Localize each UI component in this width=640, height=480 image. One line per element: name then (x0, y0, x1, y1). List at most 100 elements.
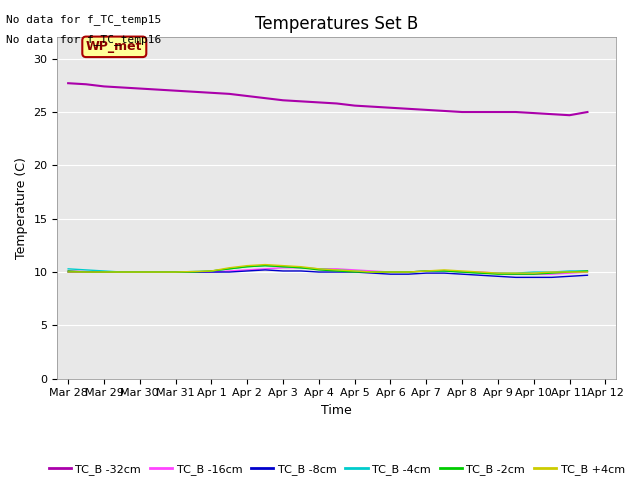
TC_B -16cm (100, 269, 108, 275)
TC_B -32cm (82, 82, 90, 87)
TC_B -16cm (136, 269, 143, 275)
TC_B -16cm (369, 268, 376, 274)
TC_B +4cm (82, 269, 90, 275)
TC_B -4cm (530, 269, 538, 275)
TC_B -2cm (351, 269, 358, 275)
TC_B -16cm (333, 266, 340, 272)
TC_B +4cm (333, 267, 340, 273)
TC_B -4cm (548, 269, 556, 275)
TC_B -4cm (440, 268, 448, 274)
TC_B -2cm (136, 269, 143, 275)
TC_B -16cm (512, 271, 520, 277)
TC_B +4cm (189, 269, 197, 275)
TC_B -32cm (404, 106, 412, 112)
TC_B +4cm (566, 269, 573, 275)
TC_B -2cm (261, 263, 269, 268)
Line: TC_B -8cm: TC_B -8cm (68, 270, 588, 277)
TC_B -2cm (387, 269, 394, 275)
TC_B -2cm (440, 268, 448, 274)
TC_B -32cm (207, 90, 215, 96)
TC_B -8cm (422, 270, 430, 276)
TC_B -16cm (315, 266, 323, 272)
TC_B +4cm (369, 269, 376, 275)
TC_B +4cm (476, 269, 484, 275)
TC_B +4cm (297, 264, 305, 270)
TC_B -8cm (548, 275, 556, 280)
TC_B -8cm (100, 269, 108, 275)
TC_B -32cm (118, 84, 125, 90)
TC_B -2cm (279, 264, 287, 270)
TC_B -16cm (494, 270, 502, 276)
TC_B -32cm (315, 99, 323, 105)
TC_B -4cm (315, 266, 323, 272)
TC_B -16cm (172, 269, 179, 275)
TC_B -4cm (136, 269, 143, 275)
TC_B -8cm (136, 269, 143, 275)
Legend: TC_B -32cm, TC_B -16cm, TC_B -8cm, TC_B -4cm, TC_B -2cm, TC_B +4cm: TC_B -32cm, TC_B -16cm, TC_B -8cm, TC_B … (44, 459, 629, 479)
TC_B -2cm (476, 270, 484, 276)
TC_B -16cm (476, 269, 484, 275)
TC_B -16cm (279, 265, 287, 271)
TC_B -2cm (82, 269, 90, 275)
TC_B -16cm (189, 269, 197, 275)
Title: Temperatures Set B: Temperatures Set B (255, 15, 419, 33)
TC_B -32cm (100, 84, 108, 89)
TC_B +4cm (118, 269, 125, 275)
TC_B -2cm (225, 266, 233, 272)
TC_B -16cm (422, 268, 430, 274)
TC_B -2cm (207, 268, 215, 274)
TC_B -16cm (566, 270, 573, 276)
TC_B -32cm (387, 105, 394, 110)
TC_B -8cm (440, 270, 448, 276)
TC_B -4cm (351, 268, 358, 274)
TC_B -2cm (404, 269, 412, 275)
TC_B -16cm (297, 265, 305, 271)
TC_B -32cm (243, 93, 251, 99)
TC_B -2cm (64, 268, 72, 274)
TC_B -16cm (458, 269, 466, 275)
TC_B +4cm (136, 269, 143, 275)
TC_B -2cm (333, 268, 340, 274)
TC_B -8cm (154, 269, 161, 275)
TC_B -8cm (315, 269, 323, 275)
TC_B -32cm (64, 80, 72, 86)
TC_B -2cm (118, 269, 125, 275)
TC_B +4cm (351, 268, 358, 274)
Line: TC_B -32cm: TC_B -32cm (68, 83, 588, 115)
TC_B -2cm (100, 269, 108, 275)
TC_B -16cm (207, 269, 215, 275)
TC_B +4cm (387, 269, 394, 275)
TC_B -16cm (82, 269, 90, 275)
TC_B +4cm (100, 269, 108, 275)
TC_B -16cm (584, 269, 591, 275)
TC_B -32cm (369, 104, 376, 109)
TC_B -4cm (566, 268, 573, 274)
TC_B -32cm (422, 107, 430, 113)
TC_B -32cm (494, 109, 502, 115)
Y-axis label: Temperature (C): Temperature (C) (15, 157, 28, 259)
TC_B -8cm (404, 271, 412, 277)
TC_B -4cm (261, 263, 269, 268)
TC_B -4cm (172, 269, 179, 275)
TC_B -2cm (154, 269, 161, 275)
TC_B -32cm (440, 108, 448, 114)
Line: TC_B -2cm: TC_B -2cm (68, 265, 588, 274)
TC_B -4cm (387, 269, 394, 275)
TC_B -16cm (243, 267, 251, 273)
TC_B -4cm (82, 267, 90, 273)
TC_B -8cm (566, 274, 573, 279)
TC_B -32cm (136, 85, 143, 91)
TC_B -8cm (476, 272, 484, 278)
TC_B +4cm (207, 268, 215, 274)
TC_B -8cm (225, 269, 233, 275)
TC_B -8cm (333, 269, 340, 275)
TC_B -4cm (154, 269, 161, 275)
TC_B -8cm (261, 267, 269, 273)
TC_B -2cm (189, 269, 197, 275)
TC_B +4cm (172, 269, 179, 275)
TC_B -4cm (243, 264, 251, 270)
TC_B -32cm (584, 109, 591, 115)
TC_B -16cm (225, 268, 233, 274)
TC_B +4cm (64, 269, 72, 275)
TC_B -8cm (189, 269, 197, 275)
